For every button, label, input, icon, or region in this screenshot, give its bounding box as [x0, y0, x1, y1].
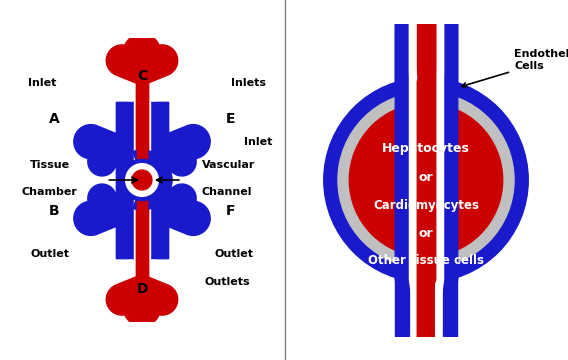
Polygon shape	[124, 279, 161, 326]
Text: or: or	[419, 228, 433, 240]
Polygon shape	[88, 138, 126, 176]
Text: Endothelial
Cells: Endothelial Cells	[462, 49, 568, 87]
Polygon shape	[158, 138, 196, 176]
Text: Hepatocytes: Hepatocytes	[382, 142, 470, 155]
Circle shape	[122, 159, 162, 201]
Polygon shape	[139, 276, 178, 315]
Text: or: or	[419, 171, 433, 184]
Text: Other tissue cells: Other tissue cells	[368, 255, 484, 267]
Text: Cardiomyocytes: Cardiomyocytes	[373, 199, 479, 212]
Polygon shape	[162, 201, 210, 235]
Circle shape	[324, 78, 528, 282]
Text: Outlets: Outlets	[204, 277, 250, 287]
Text: Channel: Channel	[202, 187, 252, 197]
Text: Outlet: Outlet	[30, 249, 69, 259]
Polygon shape	[162, 125, 210, 159]
Text: D: D	[136, 282, 148, 296]
Text: Inlet: Inlet	[244, 137, 273, 147]
Circle shape	[126, 164, 158, 196]
Text: Inlet: Inlet	[28, 78, 57, 89]
Circle shape	[349, 103, 503, 257]
Text: E: E	[225, 112, 235, 126]
Text: Chamber: Chamber	[22, 187, 78, 197]
Text: Outlet: Outlet	[215, 249, 254, 259]
Polygon shape	[88, 184, 126, 222]
Text: Vascular: Vascular	[202, 160, 255, 170]
Circle shape	[126, 164, 158, 196]
Polygon shape	[74, 125, 122, 159]
Text: F: F	[225, 204, 235, 218]
Polygon shape	[106, 45, 145, 84]
Circle shape	[338, 92, 514, 268]
Text: Tissue: Tissue	[30, 160, 70, 170]
Polygon shape	[106, 276, 145, 315]
Polygon shape	[148, 152, 172, 208]
Text: Inlets: Inlets	[231, 78, 266, 89]
Text: C: C	[137, 69, 147, 84]
Polygon shape	[124, 34, 161, 81]
Polygon shape	[158, 184, 196, 222]
Circle shape	[122, 159, 162, 201]
Text: B: B	[49, 204, 59, 218]
Circle shape	[132, 170, 152, 190]
Polygon shape	[74, 201, 122, 235]
Polygon shape	[133, 150, 172, 210]
Circle shape	[132, 170, 152, 190]
Text: A: A	[49, 112, 59, 126]
Polygon shape	[139, 45, 178, 84]
